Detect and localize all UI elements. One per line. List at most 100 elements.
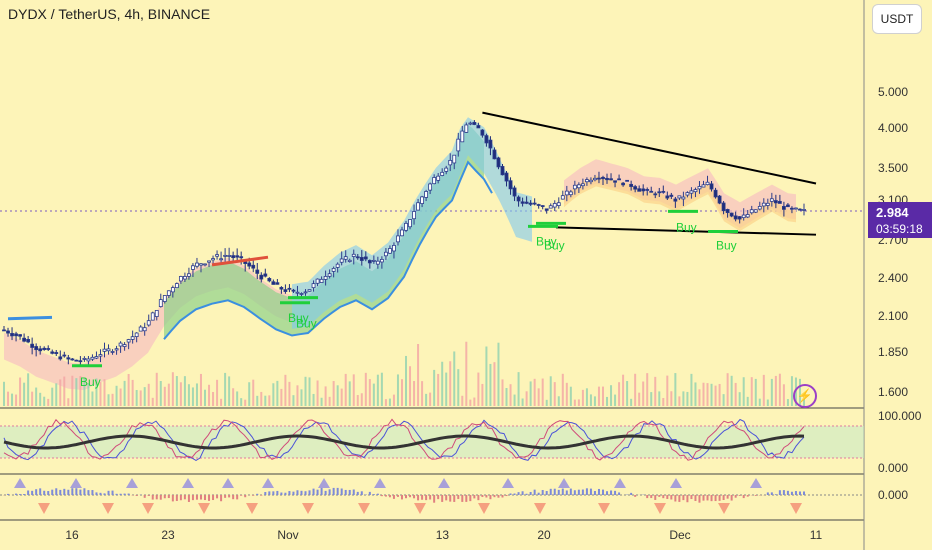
candle-body (255, 269, 260, 274)
histogram-bar (409, 495, 412, 498)
candle-body (576, 184, 581, 189)
candle-body (388, 248, 392, 254)
signal-triangle-up (182, 478, 194, 488)
histogram-bar (236, 495, 239, 500)
candle-body (540, 205, 545, 207)
volume-bar (670, 391, 673, 406)
histogram-bar (782, 490, 785, 495)
volume-bar (195, 383, 198, 406)
volume-bar (682, 391, 685, 406)
histogram-bar (27, 490, 30, 495)
volume-bar (79, 376, 82, 406)
candle-body (287, 287, 292, 290)
candle-body (653, 193, 658, 196)
signal-triangle-down (198, 503, 210, 514)
histogram-bar (39, 488, 42, 495)
volume-bar (380, 372, 383, 406)
volume-bar (292, 395, 295, 406)
signal-triangle-up (318, 478, 330, 488)
candle-body (130, 336, 135, 340)
signal-triangle-up (558, 478, 570, 488)
volume-bar (589, 394, 592, 406)
histogram-bar (666, 495, 669, 499)
candle-body (701, 184, 706, 188)
candle-body (729, 212, 734, 217)
candle-body (516, 196, 521, 202)
histogram-bar (167, 495, 170, 499)
volume-bar (425, 393, 428, 406)
histogram-bar (31, 490, 34, 495)
volume-bar (35, 387, 38, 406)
x-tick-label: Nov (277, 528, 298, 542)
candle-body (436, 175, 441, 181)
volume-bar (453, 351, 456, 406)
candle-body (351, 253, 356, 257)
volume-bar (606, 396, 609, 406)
volume-bar (324, 386, 327, 406)
volume-bar (421, 381, 424, 406)
candle-body (235, 255, 240, 258)
candle-body (227, 255, 232, 257)
candle-body (472, 122, 477, 125)
candle-body (790, 207, 794, 210)
volume-bar (187, 384, 190, 406)
histogram-bar (83, 488, 86, 495)
candle-body (705, 181, 710, 186)
y-tick-label: 1.850 (878, 345, 908, 359)
volume-bar (509, 384, 512, 406)
histogram-bar (224, 495, 227, 498)
currency-button[interactable]: USDT (872, 4, 922, 34)
histogram-bar (581, 489, 584, 495)
candle-body (564, 190, 569, 196)
volume-bar (135, 390, 138, 406)
candle-body (86, 358, 91, 362)
volume-bar (521, 398, 524, 406)
volume-bar (537, 388, 540, 406)
signal-triangle-up (262, 478, 274, 488)
histogram-bar (143, 495, 146, 498)
candle-body (199, 263, 203, 266)
candle-body (468, 122, 473, 125)
signal-triangle-down (102, 503, 114, 514)
histogram-bar (449, 495, 452, 502)
histogram-bar (489, 495, 492, 500)
volume-bar (485, 346, 488, 406)
candle-body (231, 255, 236, 259)
histogram-bar (151, 495, 154, 500)
volume-bar (316, 380, 319, 406)
histogram-bar (557, 489, 560, 495)
volume-bar (336, 385, 339, 406)
volume-bar (678, 396, 681, 406)
candle-body (733, 215, 738, 220)
volume-bar (481, 383, 484, 406)
candle-body (291, 289, 296, 292)
histogram-bar (7, 493, 10, 495)
volume-bar (413, 381, 416, 406)
volume-bar (352, 374, 355, 406)
volume-bar (143, 387, 146, 406)
candle-body (122, 344, 127, 347)
candle-body (327, 273, 332, 277)
volume-bar (497, 342, 500, 406)
candle-body (484, 135, 489, 144)
buy-label: Buy (716, 239, 737, 253)
candle-body (613, 180, 617, 183)
histogram-bar (95, 492, 98, 495)
histogram-bar (296, 490, 299, 495)
histogram-bar (417, 495, 420, 501)
histogram-bar (75, 488, 78, 495)
lightning-bolt-icon[interactable]: ⚡ (793, 384, 817, 408)
histogram-bar (497, 495, 500, 498)
histogram-bar (597, 488, 600, 495)
histogram-bar (360, 491, 363, 495)
histogram-bar (798, 491, 801, 495)
histogram-bar (240, 495, 243, 496)
histogram-bar (308, 490, 311, 495)
histogram-bar (220, 495, 223, 502)
volume-bar (15, 394, 18, 406)
histogram-bar (778, 490, 781, 495)
signal-triangle-up (70, 478, 82, 488)
candle-body (669, 194, 674, 197)
candle-body (319, 278, 324, 283)
